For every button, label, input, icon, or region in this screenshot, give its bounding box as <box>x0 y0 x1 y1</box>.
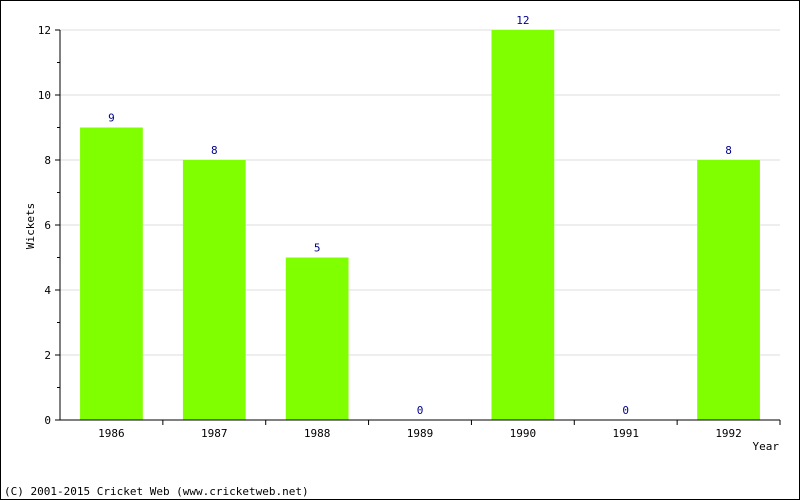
data-label-1991: 0 <box>622 404 629 417</box>
x-tick-label-1987: 1987 <box>201 427 228 440</box>
x-ticks: 1986 1987 1988 1989 1990 1991 1992 <box>98 420 781 440</box>
x-tick-label-1990: 1990 <box>510 427 537 440</box>
data-labels: 9 8 5 0 12 0 8 <box>108 14 732 417</box>
x-tick-label-1986: 1986 <box>98 427 125 440</box>
data-label-1987: 8 <box>211 144 218 157</box>
data-label-1986: 9 <box>108 112 115 125</box>
data-label-1989: 0 <box>417 404 424 417</box>
bar-1990 <box>491 30 555 420</box>
x-tick-label-1988: 1988 <box>304 427 331 440</box>
x-tick-label-1992: 1992 <box>715 427 742 440</box>
y-tick-label: 10 <box>38 89 51 102</box>
y-tick-label: 0 <box>44 414 51 427</box>
y-tick-label: 12 <box>38 24 51 37</box>
bar-1986 <box>80 127 143 420</box>
data-label-1988: 5 <box>314 242 321 255</box>
y-tick-label: 8 <box>44 154 51 167</box>
x-tick-label-1991: 1991 <box>612 427 639 440</box>
data-label-1992: 8 <box>725 144 732 157</box>
bar-1988 <box>285 257 349 420</box>
bars <box>80 30 760 420</box>
x-axis-title: Year <box>753 440 780 453</box>
grid-lines <box>60 29 780 356</box>
copyright-footer: (C) 2001-2015 Cricket Web (www.cricketwe… <box>4 485 309 498</box>
y-tick-label: 6 <box>44 219 51 232</box>
y-ticks: 0 2 4 6 8 10 12 <box>38 24 60 427</box>
y-tick-label: 2 <box>44 349 51 362</box>
y-axis-title: Wickets <box>24 203 37 249</box>
y-tick-label: 4 <box>44 284 51 297</box>
data-label-1990: 12 <box>516 14 529 27</box>
bar-1992 <box>697 160 760 420</box>
bar-1987 <box>182 160 246 420</box>
x-tick-label-1989: 1989 <box>407 427 434 440</box>
